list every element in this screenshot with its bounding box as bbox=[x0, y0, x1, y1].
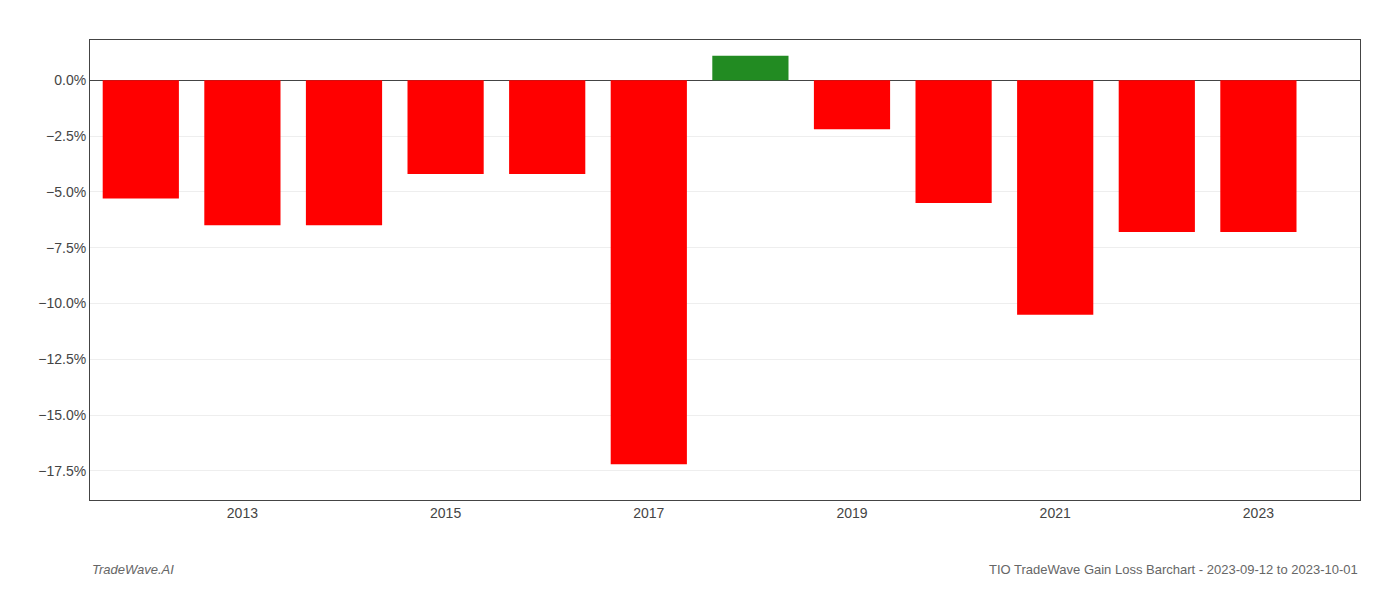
svg-text:2019: 2019 bbox=[836, 505, 867, 521]
svg-text:−15.0%: −15.0% bbox=[38, 407, 86, 423]
svg-text:−7.5%: −7.5% bbox=[46, 240, 86, 256]
svg-text:−5.0%: −5.0% bbox=[46, 184, 86, 200]
svg-text:−10.0%: −10.0% bbox=[38, 295, 86, 311]
svg-text:TradeWave.AI: TradeWave.AI bbox=[92, 562, 174, 577]
svg-text:TIO TradeWave Gain Loss Barcha: TIO TradeWave Gain Loss Barchart - 2023-… bbox=[989, 562, 1358, 577]
svg-text:−12.5%: −12.5% bbox=[38, 351, 86, 367]
svg-text:2021: 2021 bbox=[1040, 505, 1071, 521]
svg-text:−17.5%: −17.5% bbox=[38, 463, 86, 479]
svg-text:2017: 2017 bbox=[633, 505, 664, 521]
svg-text:0.0%: 0.0% bbox=[54, 72, 86, 88]
svg-text:−2.5%: −2.5% bbox=[46, 128, 86, 144]
svg-text:2023: 2023 bbox=[1243, 505, 1274, 521]
svg-text:2013: 2013 bbox=[227, 505, 258, 521]
svg-text:2015: 2015 bbox=[430, 505, 461, 521]
